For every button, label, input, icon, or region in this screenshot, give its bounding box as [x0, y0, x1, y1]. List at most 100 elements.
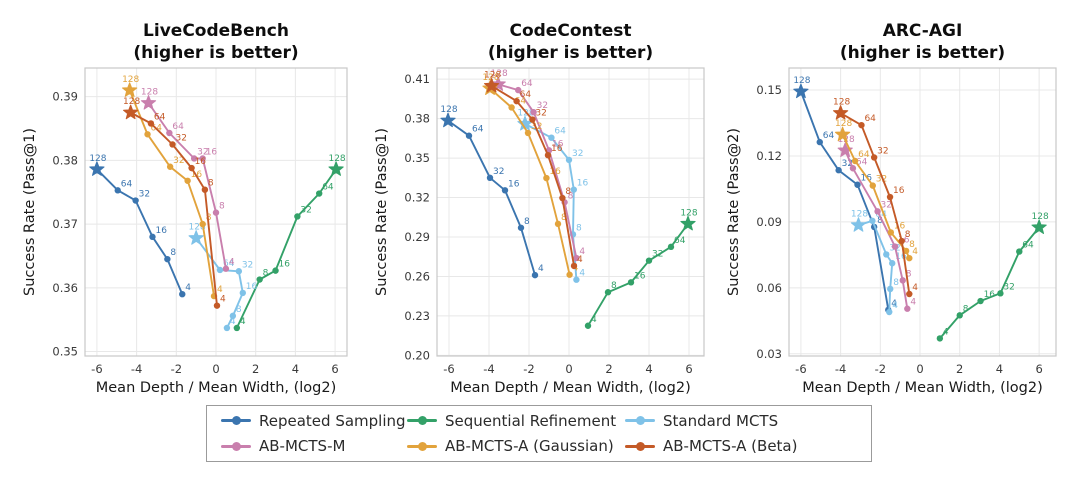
data-point-star	[483, 77, 500, 93]
data-point-star	[850, 217, 867, 232]
data-point	[570, 262, 578, 270]
point-label: 64	[172, 122, 184, 132]
y-tick-label: 0.35	[52, 345, 78, 359]
y-tick-label: 0.06	[756, 281, 782, 295]
data-point-star	[680, 215, 696, 231]
data-point	[529, 116, 536, 123]
series-repeated-sampling: 4 8 16 32 64 128	[440, 105, 544, 279]
y-tick-label: 0.03	[756, 347, 782, 361]
data-point	[573, 276, 580, 283]
data-point	[858, 121, 865, 129]
point-label: 8	[565, 187, 571, 197]
y-tick-label: 0.41	[404, 72, 430, 86]
y-axis-label: Success Rate (Pass@2)	[726, 128, 742, 296]
x-tick-label: 2	[252, 362, 259, 376]
point-label: 4	[217, 285, 223, 295]
data-point	[530, 108, 537, 116]
y-tick-label: 0.38	[404, 112, 430, 126]
point-label: 32	[572, 149, 583, 159]
data-point	[887, 229, 895, 236]
x-tick-label: 6	[685, 362, 692, 376]
point-label: 128	[851, 210, 868, 220]
point-label: 128	[122, 75, 139, 85]
point-label: 32	[197, 147, 208, 157]
data-point	[524, 129, 532, 137]
data-point	[1016, 248, 1023, 255]
point-label: 4	[579, 269, 585, 279]
data-point	[223, 324, 231, 332]
data-point-star	[834, 126, 851, 142]
data-point	[144, 131, 151, 138]
series-sequential-refinement: 4 8 16 32 64 128	[936, 212, 1049, 342]
point-label: 32	[139, 190, 150, 200]
x-tick-label: -6	[91, 362, 102, 376]
point-label: 128	[793, 76, 810, 86]
point-label: 64	[520, 90, 532, 100]
data-point-star	[1031, 219, 1047, 234]
legend-marker-dot	[417, 416, 427, 426]
legend-marker-dot	[635, 441, 645, 451]
legend-marker-dot	[231, 416, 241, 426]
data-point	[891, 243, 899, 250]
data-point	[216, 266, 224, 274]
plot-frame	[436, 67, 705, 357]
data-point	[570, 186, 577, 193]
point-label: 128	[835, 119, 852, 129]
point-label: 32	[1003, 282, 1014, 292]
data-point	[256, 276, 263, 283]
data-point	[645, 257, 653, 264]
point-label: 8	[576, 223, 582, 233]
data-point	[235, 268, 243, 275]
data-point	[566, 271, 573, 278]
legend-line-dot-marker	[407, 416, 437, 426]
chart-subtitle: (higher is better)	[133, 43, 298, 63]
point-label: 8	[611, 281, 617, 291]
point-label: 32	[242, 260, 253, 270]
data-point	[513, 97, 520, 105]
point-label: 128	[1032, 212, 1049, 222]
data-point	[554, 220, 562, 228]
y-tick-label: 0.37	[52, 217, 78, 231]
point-label: 16	[155, 226, 167, 236]
data-point-star	[440, 112, 456, 128]
data-point	[169, 141, 176, 148]
point-label: 8	[219, 202, 225, 212]
data-point	[501, 187, 509, 194]
point-label: 64	[554, 127, 566, 137]
series-line	[129, 111, 218, 307]
point-label: 64	[515, 96, 527, 106]
data-point-star	[328, 161, 344, 176]
x-tick-label: -2	[171, 362, 182, 376]
series-line	[235, 168, 338, 329]
data-point	[902, 247, 910, 255]
point-label: 128	[833, 98, 850, 108]
data-point	[977, 297, 984, 305]
point-label: 16	[577, 179, 589, 189]
point-label: 4	[910, 298, 916, 308]
point-label: 4	[943, 327, 949, 337]
x-tick-label: 0	[212, 362, 219, 376]
legend-label: Standard MCTS	[663, 411, 779, 430]
data-point	[936, 335, 944, 342]
x-tick-label: -4	[131, 362, 142, 376]
data-point	[272, 267, 279, 274]
x-tick-label: 4	[292, 362, 299, 376]
legend-item-ab-mcts-a-beta-: AB-MCTS-A (Beta)	[625, 437, 871, 455]
point-label: 8	[905, 230, 911, 240]
point-label: 16	[552, 139, 564, 149]
data-point	[544, 151, 552, 159]
data-point	[149, 233, 156, 241]
point-label: 4	[185, 283, 191, 293]
point-label: 8	[877, 216, 883, 226]
data-point-star	[89, 161, 105, 176]
point-label: 128	[189, 223, 206, 233]
point-label: 16	[246, 282, 258, 292]
y-tick-label: 0.26	[404, 269, 430, 283]
series-line	[147, 102, 227, 270]
point-label: 32	[652, 250, 663, 260]
data-point	[997, 290, 1004, 297]
data-point	[166, 129, 173, 137]
data-point	[517, 224, 525, 231]
